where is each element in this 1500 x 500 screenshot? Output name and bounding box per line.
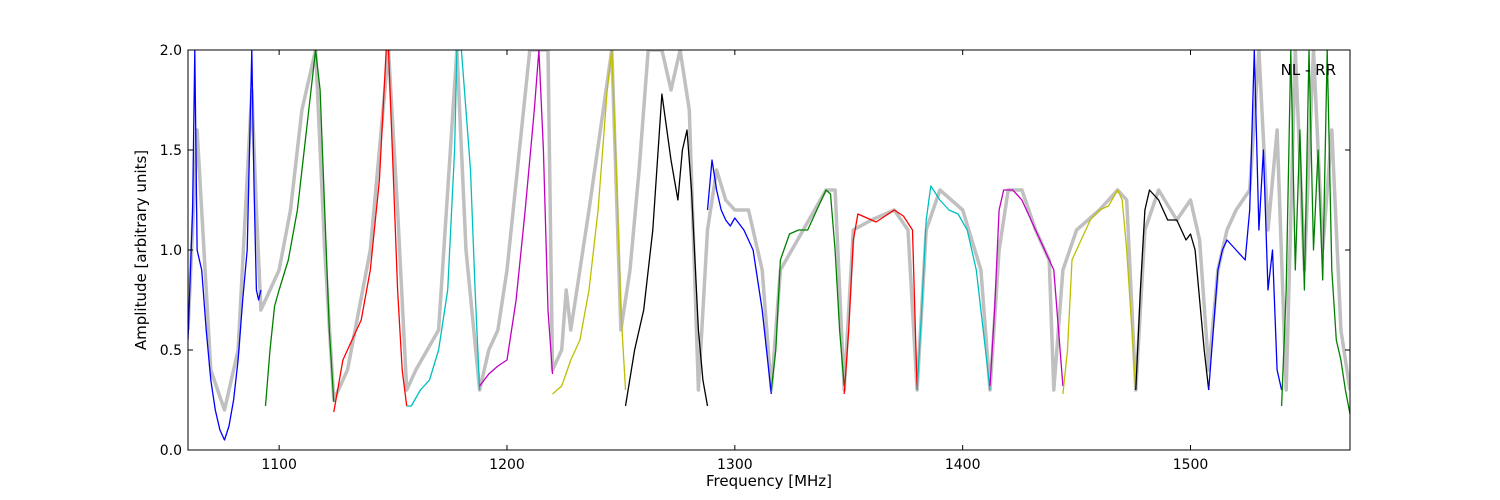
series-line-14: [1135, 189, 1210, 391]
series-line-4: [406, 50, 481, 407]
series-line-11: [916, 185, 991, 391]
series-line-3: [333, 50, 408, 413]
y-tick-label: 1.5: [160, 143, 182, 159]
series-line-9: [770, 189, 845, 391]
background-series-line: [188, 50, 1350, 412]
series-line-8: [706, 159, 772, 395]
x-tick-label: 1100: [261, 457, 297, 473]
series-line-6: [552, 50, 627, 395]
series-line-15: [1208, 50, 1283, 391]
plot-area: [188, 50, 1350, 441]
series-line-13: [1062, 189, 1137, 395]
y-axis-label: Amplitude [arbitrary units]: [132, 150, 150, 350]
x-tick-label: 1400: [945, 457, 981, 473]
panel-annotation: NL - RR: [1281, 61, 1336, 79]
axes-frame: [187, 49, 1351, 451]
x-axis-ticks: 1100 1200 1300 1400 1500: [261, 50, 1208, 473]
series-line-7: [624, 93, 709, 407]
y-tick-label: 2.0: [160, 43, 182, 59]
y-tick-label: 1.0: [160, 243, 182, 259]
series-line-10: [843, 209, 918, 395]
y-tick-label: 0.0: [160, 443, 182, 459]
x-tick-label: 1300: [717, 457, 753, 473]
x-tick-label: 1200: [489, 457, 525, 473]
series-line-16: [1280, 50, 1350, 415]
y-axis-ticks: 0.0 0.5 1.0 1.5 2.0: [160, 43, 1350, 459]
series-line-5: [479, 50, 554, 387]
series-line-2: [264, 50, 335, 407]
x-axis-label: Frequency [MHz]: [706, 472, 832, 490]
series-line-1: [188, 50, 262, 441]
y-tick-label: 0.5: [160, 343, 182, 359]
series-line-12: [989, 189, 1064, 387]
x-tick-label: 1500: [1173, 457, 1209, 473]
